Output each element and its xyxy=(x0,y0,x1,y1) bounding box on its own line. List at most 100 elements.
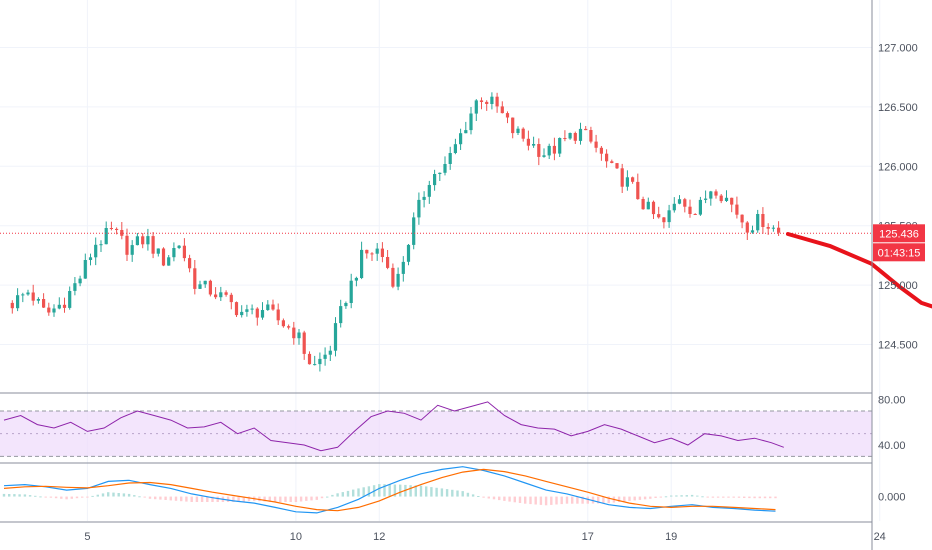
candle-body[interactable] xyxy=(433,174,437,186)
candle-body[interactable] xyxy=(208,280,212,295)
candle-body[interactable] xyxy=(120,230,124,236)
axis-labels[interactable]: 127.000126.500126.000125.500125.000124.5… xyxy=(84,43,932,544)
candle-body[interactable] xyxy=(547,145,551,156)
candle-body[interactable] xyxy=(615,163,619,169)
candle-body[interactable] xyxy=(646,201,650,210)
candle-body[interactable] xyxy=(287,326,291,328)
candle-body[interactable] xyxy=(224,292,228,295)
candle-body[interactable] xyxy=(406,244,411,262)
candle-body[interactable] xyxy=(563,138,567,139)
candle-body[interactable] xyxy=(490,96,494,104)
candle-body[interactable] xyxy=(99,244,103,246)
candle-body[interactable] xyxy=(250,308,254,310)
candle-body[interactable] xyxy=(255,308,259,318)
candle-body[interactable] xyxy=(344,303,348,307)
candle-body[interactable] xyxy=(578,128,583,141)
candle-body[interactable] xyxy=(558,138,562,154)
candle-body[interactable] xyxy=(276,309,280,321)
candle-body[interactable] xyxy=(302,332,306,354)
candle-body[interactable] xyxy=(396,273,400,287)
candle-body[interactable] xyxy=(198,284,202,289)
candle-body[interactable] xyxy=(657,214,661,218)
candle-body[interactable] xyxy=(552,145,556,154)
candle-body[interactable] xyxy=(417,199,421,218)
candle-body[interactable] xyxy=(229,294,233,303)
candle-body[interactable] xyxy=(370,253,374,255)
candle-body[interactable] xyxy=(260,310,265,318)
candle-body[interactable] xyxy=(57,304,61,309)
candle-body[interactable] xyxy=(109,228,113,229)
candle-body[interactable] xyxy=(83,260,87,279)
candle-body[interactable] xyxy=(203,280,207,285)
candle-body[interactable] xyxy=(469,113,473,131)
candle-body[interactable] xyxy=(360,249,364,278)
candle-body[interactable] xyxy=(271,304,275,310)
candle-body[interactable] xyxy=(730,197,734,205)
candle-body[interactable] xyxy=(31,292,35,301)
candle-body[interactable] xyxy=(756,214,760,231)
candle-body[interactable] xyxy=(135,236,139,246)
candle-body[interactable] xyxy=(328,350,332,355)
candle-body[interactable] xyxy=(521,128,525,139)
candle-body[interactable] xyxy=(78,278,82,284)
candle-body[interactable] xyxy=(380,248,384,257)
candle-body[interactable] xyxy=(52,308,56,313)
candle-body[interactable] xyxy=(714,191,718,196)
candle-body[interactable] xyxy=(292,327,296,339)
candle-body[interactable] xyxy=(62,304,67,308)
candle-body[interactable] xyxy=(537,144,541,157)
candle-body[interactable] xyxy=(443,164,447,173)
candle-body[interactable] xyxy=(532,144,536,146)
candle-body[interactable] xyxy=(464,130,468,134)
candle-body[interactable] xyxy=(485,101,489,104)
candle-body[interactable] xyxy=(511,117,515,134)
candle-body[interactable] xyxy=(719,195,723,202)
candle-body[interactable] xyxy=(505,113,510,118)
candle-body[interactable] xyxy=(453,144,457,153)
candle-body[interactable] xyxy=(683,199,687,207)
candle-body[interactable] xyxy=(479,100,484,102)
candle-body[interactable] xyxy=(130,245,134,255)
candle-body[interactable] xyxy=(10,302,14,309)
candle-body[interactable] xyxy=(318,358,322,365)
forecast-drawing[interactable] xyxy=(786,119,932,311)
candle-body[interactable] xyxy=(620,168,624,187)
candle-body[interactable] xyxy=(422,196,426,200)
candle-body[interactable] xyxy=(146,236,150,245)
candle-body[interactable] xyxy=(688,206,692,214)
candle-body[interactable] xyxy=(234,302,239,316)
candle-body[interactable] xyxy=(641,199,645,210)
candle-body[interactable] xyxy=(672,203,676,211)
candle-body[interactable] xyxy=(526,138,530,146)
candle-body[interactable] xyxy=(735,204,739,215)
candle-body[interactable] xyxy=(542,155,546,157)
candle-body[interactable] xyxy=(777,227,781,233)
candle-body[interactable] xyxy=(568,133,572,139)
candle-body[interactable] xyxy=(156,248,160,254)
candle-body[interactable] xyxy=(172,248,176,258)
candle-body[interactable] xyxy=(68,291,72,308)
candle-body[interactable] xyxy=(141,236,145,245)
candle-body[interactable] xyxy=(36,299,40,301)
candle-body[interactable] xyxy=(448,153,452,164)
candle-body[interactable] xyxy=(771,227,775,229)
candle-body[interactable] xyxy=(625,177,629,187)
candle-body[interactable] xyxy=(42,299,46,308)
candle-body[interactable] xyxy=(339,306,343,324)
candles[interactable] xyxy=(10,92,781,372)
candle-body[interactable] xyxy=(16,295,20,309)
candle-body[interactable] xyxy=(375,248,379,254)
candle-body[interactable] xyxy=(188,258,192,269)
candle-body[interactable] xyxy=(610,161,614,163)
candle-body[interactable] xyxy=(761,214,765,227)
candle-body[interactable] xyxy=(323,354,327,359)
candle-body[interactable] xyxy=(307,353,312,365)
candle-body[interactable] xyxy=(297,332,301,339)
candle-body[interactable] xyxy=(766,227,770,229)
candle-body[interactable] xyxy=(167,257,171,266)
candle-body[interactable] xyxy=(740,214,744,223)
candle-body[interactable] xyxy=(349,280,353,303)
pane-dividers[interactable] xyxy=(0,392,872,523)
candle-body[interactable] xyxy=(88,257,93,260)
